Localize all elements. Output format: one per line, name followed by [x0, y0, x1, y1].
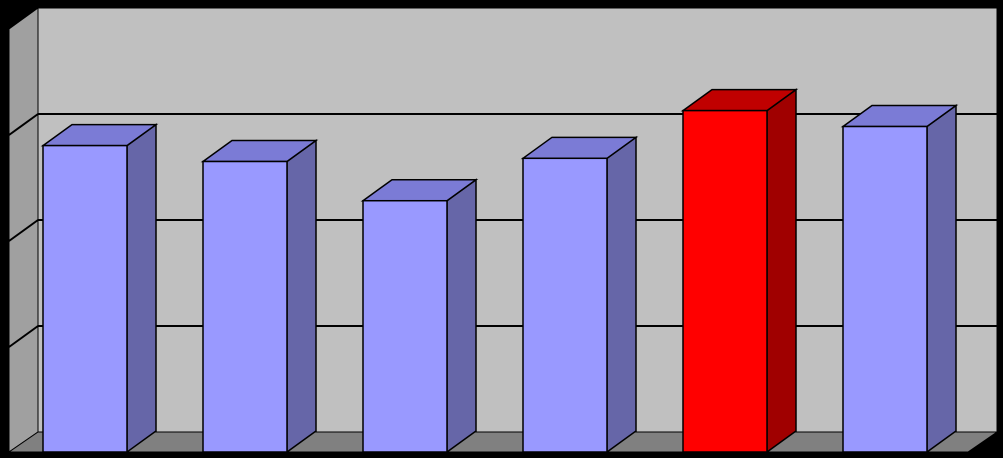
bar-front: [682, 109, 768, 453]
bar: [680, 88, 799, 454]
bars: [40, 88, 959, 454]
bar-side: [446, 178, 477, 454]
gridline-side: [8, 113, 39, 136]
bar: [200, 139, 319, 454]
bar-front: [42, 144, 128, 453]
bar-side: [606, 135, 637, 454]
bar: [360, 178, 479, 454]
gridline-side: [8, 325, 39, 348]
bar-side: [766, 88, 797, 454]
bar-side: [926, 104, 957, 454]
gridlines: [8, 113, 997, 348]
bar-side: [126, 123, 157, 454]
bar-front: [842, 125, 928, 453]
bar: [40, 123, 159, 454]
bar: [840, 104, 959, 454]
bar-front: [522, 157, 608, 453]
bar-front: [362, 199, 448, 453]
bar: [520, 135, 639, 454]
bar-side: [286, 139, 317, 454]
gridline-side: [8, 219, 39, 242]
bar-front: [202, 160, 288, 453]
